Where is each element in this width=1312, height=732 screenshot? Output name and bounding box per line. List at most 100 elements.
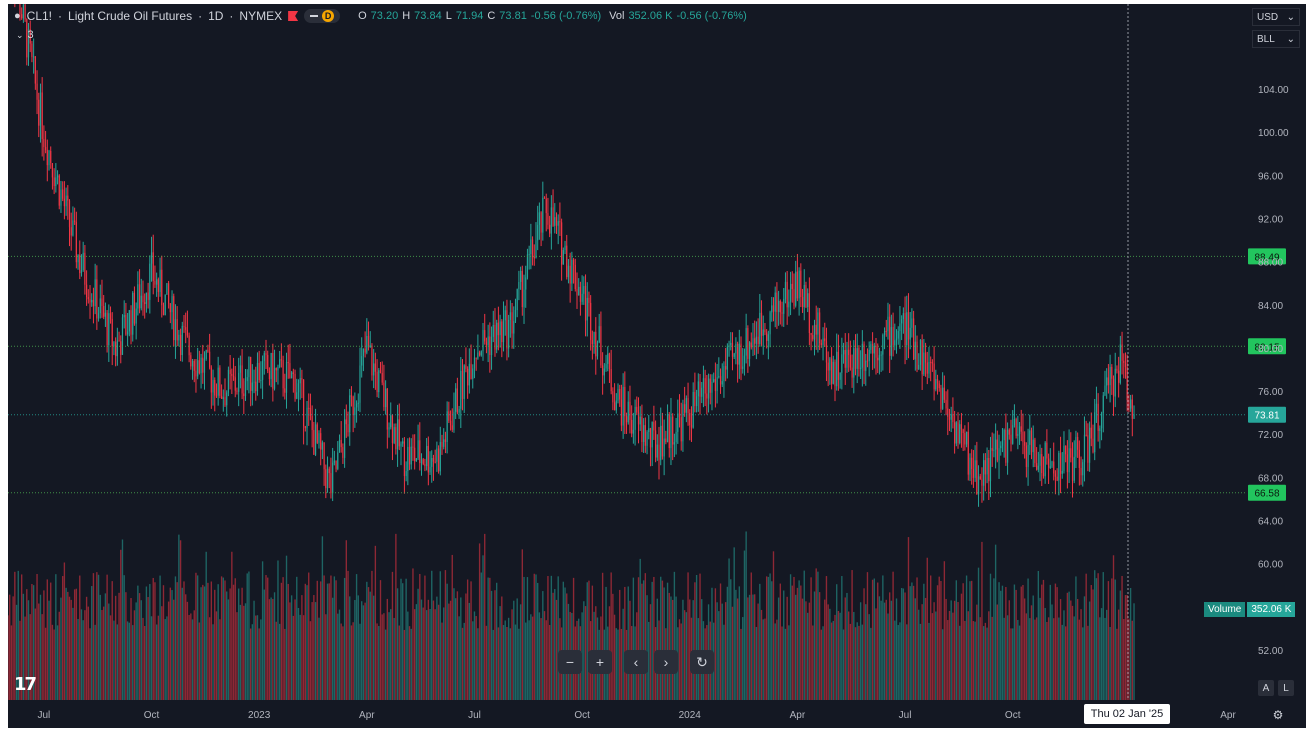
volume-bar xyxy=(545,620,547,700)
scroll-left-button[interactable]: ‹ xyxy=(624,650,648,674)
volume-bar xyxy=(854,627,857,700)
candle-body xyxy=(634,406,636,430)
volume-bar xyxy=(887,613,889,700)
candle-body xyxy=(530,239,532,255)
volume-bar xyxy=(234,578,236,700)
candle-body xyxy=(489,336,491,356)
volume-bar xyxy=(701,599,703,700)
candle-body xyxy=(441,441,443,447)
candle-body xyxy=(836,351,838,387)
unit-select[interactable]: BLL ⌄ xyxy=(1252,30,1300,48)
volume-bar xyxy=(943,561,946,700)
volume-bar xyxy=(461,627,464,700)
candle-body xyxy=(680,417,682,442)
candle-body xyxy=(443,439,445,447)
candle-body xyxy=(972,469,975,478)
candle-body xyxy=(1022,431,1024,442)
candle-body xyxy=(567,265,570,278)
candle-body xyxy=(528,254,530,256)
volume-bar xyxy=(1100,608,1103,700)
volume-bar xyxy=(68,596,71,700)
volume-bar xyxy=(648,621,650,700)
candle-body xyxy=(602,365,604,376)
volume-bar xyxy=(668,592,670,700)
volume-bar xyxy=(347,570,349,700)
log-scale-button[interactable]: L xyxy=(1278,680,1294,696)
candle-body xyxy=(991,447,993,451)
candle-body xyxy=(726,346,728,370)
candle-body xyxy=(1119,344,1121,383)
scroll-right-button[interactable]: › xyxy=(654,650,678,674)
candle-body xyxy=(395,427,397,450)
volume-bar xyxy=(87,606,89,700)
candle-body xyxy=(128,310,130,332)
volume-bar xyxy=(694,582,696,700)
volume-bar xyxy=(383,613,385,700)
close-value: 73.81 xyxy=(499,10,527,22)
candle-body xyxy=(865,360,867,371)
volume-bar xyxy=(463,622,465,700)
candle-body xyxy=(593,331,595,344)
volume-bar xyxy=(870,627,872,700)
candle-body xyxy=(661,425,664,457)
high-key: H xyxy=(402,10,411,22)
volume-bar xyxy=(548,625,551,700)
volume-bar xyxy=(147,597,149,700)
zoom-out-button[interactable]: − xyxy=(558,650,582,674)
interval-label[interactable]: 1D xyxy=(208,9,224,23)
volume-bar xyxy=(331,597,334,700)
volume-bar xyxy=(181,587,183,700)
candle-body xyxy=(1013,419,1016,426)
volume-bar xyxy=(308,572,310,700)
candle-body xyxy=(783,298,785,314)
candle-body xyxy=(518,281,520,290)
price-chart[interactable]: 88.49 80.15 73.81 66.58 104.00 100.00 96.00 92… xyxy=(8,4,1306,728)
volume-bar xyxy=(1044,607,1046,700)
volume-bar xyxy=(952,612,954,700)
volume-bar xyxy=(393,617,395,700)
volume-bar xyxy=(496,582,498,700)
volume-bar xyxy=(936,585,939,700)
volume-bar xyxy=(260,619,262,700)
auto-scale-button[interactable]: A xyxy=(1258,680,1274,696)
candle-body xyxy=(118,340,120,342)
volume-bar xyxy=(489,577,491,700)
candle-body xyxy=(181,325,183,356)
settings-icon[interactable]: ⚙ xyxy=(1272,708,1284,722)
volume-bar xyxy=(1013,584,1016,700)
volume-bar xyxy=(829,608,831,700)
volume-bar xyxy=(85,596,88,700)
indicators-toggle[interactable]: ⌄ 3 xyxy=(16,29,34,41)
candle-body xyxy=(294,373,296,399)
volume-bar xyxy=(962,583,964,700)
time-tick: 2024 xyxy=(679,710,702,721)
zoom-in-button[interactable]: + xyxy=(588,650,612,674)
candle-body xyxy=(494,324,496,350)
level-label: 80.15 xyxy=(1254,342,1279,353)
candle-body xyxy=(1063,445,1065,471)
candle-body xyxy=(1024,441,1026,446)
candle-body xyxy=(969,457,971,475)
volume-bar xyxy=(1000,590,1002,700)
chart-frame[interactable]: 88.49 80.15 73.81 66.58 104.00 100.00 96.00 92… xyxy=(8,4,1306,728)
candle-body xyxy=(1099,428,1101,431)
candle-body xyxy=(923,352,925,375)
candle-body xyxy=(19,4,21,15)
level-label-bg xyxy=(1248,248,1286,265)
symbol-legend[interactable]: ● CL1! · Light Crude Oil Futures · 1D · … xyxy=(14,9,747,23)
reset-button[interactable]: ↻ xyxy=(690,650,714,674)
volume-bar xyxy=(1106,609,1108,700)
data-mode-pill[interactable]: D xyxy=(304,9,341,23)
volume-bar xyxy=(682,599,684,700)
tradingview-logo-icon[interactable]: 17 xyxy=(14,674,37,695)
candle-body xyxy=(943,387,945,400)
candle-body xyxy=(1047,458,1050,468)
candle-body xyxy=(1111,366,1113,379)
volume-bar xyxy=(343,577,346,700)
flag-icon[interactable] xyxy=(288,11,299,21)
volume-bar xyxy=(422,607,424,700)
volume-bar xyxy=(836,584,838,700)
symbol-ticker[interactable]: CL1! xyxy=(26,9,53,23)
volume-bar xyxy=(842,629,845,700)
currency-select[interactable]: USD ⌄ xyxy=(1252,8,1300,26)
